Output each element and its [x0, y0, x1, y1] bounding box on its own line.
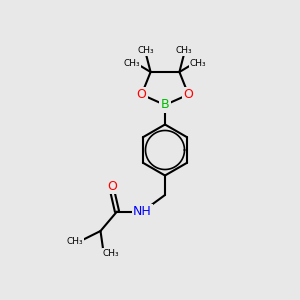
Text: CH₃: CH₃ [67, 237, 83, 246]
Text: NH: NH [133, 205, 152, 218]
Text: CH₃: CH₃ [124, 58, 140, 68]
Text: CH₃: CH₃ [138, 46, 154, 55]
Text: O: O [137, 88, 146, 101]
Text: CH₃: CH₃ [103, 249, 119, 258]
Text: CH₃: CH₃ [190, 58, 206, 68]
Text: B: B [161, 98, 169, 112]
Text: O: O [108, 180, 117, 193]
Text: O: O [184, 88, 193, 101]
Text: CH₃: CH₃ [176, 46, 192, 55]
